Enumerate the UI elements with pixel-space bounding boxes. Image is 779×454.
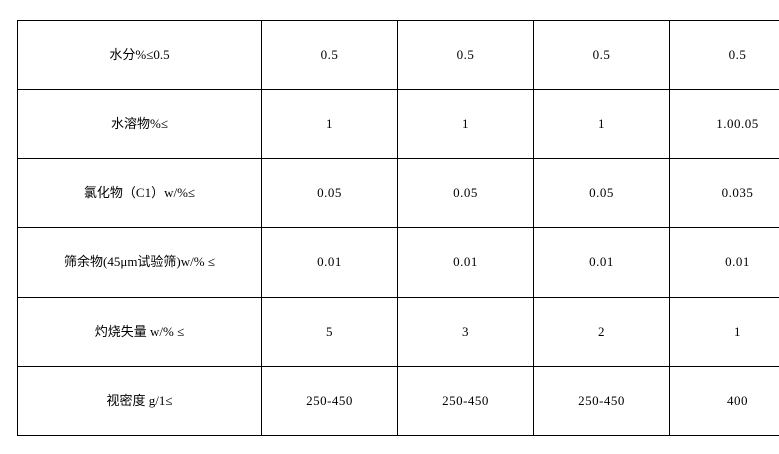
table-cell-value: 0.05 bbox=[261, 158, 398, 229]
value-text: 1.00.05 bbox=[716, 116, 759, 132]
table-cell-value: 1 bbox=[533, 89, 670, 160]
table-cell-value: 0.035 bbox=[669, 158, 779, 229]
table-cell-value: 0.05 bbox=[533, 158, 670, 229]
table-row: 水分%≤0.5 0.5 0.5 0.5 0.5 bbox=[17, 19, 779, 91]
value-text: 0.01 bbox=[725, 254, 750, 270]
value-text: 250-450 bbox=[578, 392, 625, 408]
value-text: 0.5 bbox=[320, 46, 339, 62]
table-cell-value: 0.5 bbox=[261, 19, 398, 91]
value-text: 1 bbox=[734, 323, 741, 339]
value-text: 5 bbox=[326, 323, 333, 339]
value-text: 0.035 bbox=[721, 185, 754, 201]
value-text: 250-450 bbox=[306, 392, 353, 408]
value-text: 400 bbox=[727, 392, 748, 408]
table-cell-value: 0.5 bbox=[669, 19, 779, 91]
value-text: 1 bbox=[598, 116, 605, 132]
value-text: 0.01 bbox=[317, 254, 342, 270]
table-cell-value: 0.01 bbox=[533, 227, 670, 298]
value-text: 250-450 bbox=[442, 392, 489, 408]
table-cell-value: 1.00.05 bbox=[669, 89, 779, 160]
table-cell-value: 1 bbox=[261, 89, 398, 160]
table-row: 筛余物(45μm试验筛)w/% ≤ 0.01 0.01 0.01 0.01 bbox=[17, 227, 779, 298]
table-cell-value: 0.01 bbox=[261, 227, 398, 298]
value-text: 3 bbox=[462, 323, 469, 339]
table-cell-parameter: 水溶物%≤ bbox=[17, 89, 262, 160]
table-cell-value: 250-450 bbox=[397, 365, 534, 437]
table-body: 水分%≤0.5 0.5 0.5 0.5 0.5 水溶物%≤ 1 1 1 1.00… bbox=[17, 19, 779, 437]
table-cell-parameter: 筛余物(45μm试验筛)w/% ≤ bbox=[17, 227, 262, 298]
value-text: 0.5 bbox=[592, 46, 611, 62]
table-row: 水溶物%≤ 1 1 1 1.00.05 bbox=[17, 89, 779, 160]
parameter-label: 灼烧失量 w/% ≤ bbox=[94, 323, 185, 339]
table-cell-value: 250-450 bbox=[533, 365, 670, 437]
value-text: 0.5 bbox=[728, 46, 747, 62]
value-text: 0.05 bbox=[317, 185, 342, 201]
parameter-label: 筛余物(45μm试验筛)w/% ≤ bbox=[64, 254, 215, 270]
table-cell-value: 0.5 bbox=[397, 19, 534, 91]
table-row: 视密度 g/1≤ 250-450 250-450 250-450 400 bbox=[17, 365, 779, 437]
value-text: 0.05 bbox=[453, 185, 478, 201]
value-text: 1 bbox=[326, 116, 333, 132]
specification-table-container: 水分%≤0.5 0.5 0.5 0.5 0.5 水溶物%≤ 1 1 1 1.00… bbox=[17, 19, 779, 437]
value-text: 0.01 bbox=[589, 254, 614, 270]
table-cell-value: 250-450 bbox=[261, 365, 398, 437]
table-cell-parameter: 氯化物（C1）w/%≤ bbox=[17, 158, 262, 229]
table-cell-value: 0.01 bbox=[669, 227, 779, 298]
table-cell-parameter: 灼烧失量 w/% ≤ bbox=[17, 296, 262, 367]
table-cell-value: 3 bbox=[397, 296, 534, 367]
table-row: 灼烧失量 w/% ≤ 5 3 2 1 bbox=[17, 296, 779, 367]
table-cell-value: 0.05 bbox=[397, 158, 534, 229]
value-text: 1 bbox=[462, 116, 469, 132]
parameter-label: 水分%≤0.5 bbox=[109, 46, 170, 62]
table-cell-value: 5 bbox=[261, 296, 398, 367]
specification-table: 水分%≤0.5 0.5 0.5 0.5 0.5 水溶物%≤ 1 1 1 1.00… bbox=[17, 19, 779, 437]
table-cell-parameter: 水分%≤0.5 bbox=[17, 19, 262, 91]
value-text: 0.5 bbox=[456, 46, 475, 62]
table-cell-value: 1 bbox=[669, 296, 779, 367]
table-row: 氯化物（C1）w/%≤ 0.05 0.05 0.05 0.035 bbox=[17, 158, 779, 229]
table-cell-value: 1 bbox=[397, 89, 534, 160]
value-text: 0.01 bbox=[453, 254, 478, 270]
value-text: 0.05 bbox=[589, 185, 614, 201]
table-cell-value: 400 bbox=[669, 365, 779, 437]
parameter-label: 视密度 g/1≤ bbox=[106, 392, 173, 408]
table-cell-parameter: 视密度 g/1≤ bbox=[17, 365, 262, 437]
value-text: 2 bbox=[598, 323, 605, 339]
table-cell-value: 0.5 bbox=[533, 19, 670, 91]
table-cell-value: 0.01 bbox=[397, 227, 534, 298]
table-cell-value: 2 bbox=[533, 296, 670, 367]
parameter-label: 氯化物（C1）w/%≤ bbox=[83, 185, 196, 201]
parameter-label: 水溶物%≤ bbox=[111, 116, 168, 132]
